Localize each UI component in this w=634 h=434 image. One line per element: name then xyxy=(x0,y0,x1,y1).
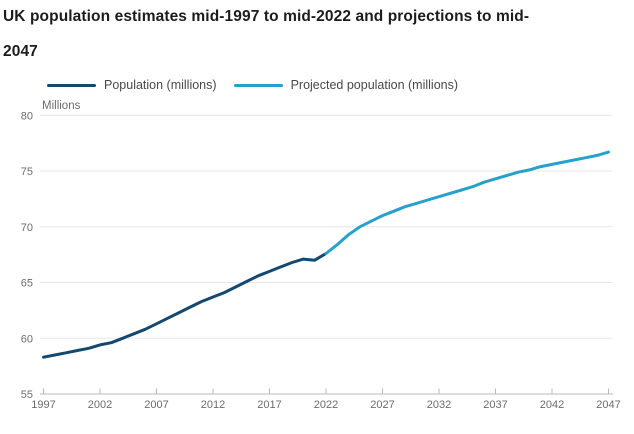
x-axis-tick-label: 2012 xyxy=(201,399,225,411)
y-axis-tick-label: 75 xyxy=(21,166,33,178)
chart-legend: Population (millions) Projected populati… xyxy=(47,77,458,93)
x-axis-tick-label: 2022 xyxy=(314,399,338,411)
x-axis-tick-label: 2027 xyxy=(370,399,394,411)
chart-title-line2: 2047 xyxy=(3,43,38,60)
population-series-line xyxy=(42,252,328,359)
y-axis-tick-label: 60 xyxy=(21,333,33,345)
y-axis-tick-label: 55 xyxy=(21,389,33,401)
projected-series-line xyxy=(324,150,610,255)
x-axis-tick-label: 2007 xyxy=(144,399,168,411)
x-axis-tick-label: 1997 xyxy=(31,399,55,411)
x-axis-tick-label: 2037 xyxy=(483,399,507,411)
x-axis-tick-label: 2042 xyxy=(540,399,564,411)
x-axis-tick-label: 2002 xyxy=(88,399,112,411)
y-axis-tick-label: 65 xyxy=(21,278,33,290)
x-axis-tick-label: 2047 xyxy=(596,399,620,411)
legend-label-projected: Projected population (millions) xyxy=(290,78,459,92)
y-axis-unit-label: Millions xyxy=(42,100,81,112)
legend-label-population: Population (millions) xyxy=(104,78,217,92)
x-axis-tick-label: 2017 xyxy=(257,399,281,411)
legend-item-population: Population (millions) xyxy=(47,78,217,92)
chart-title-line1: UK population estimates mid-1997 to mid-… xyxy=(3,8,530,25)
population-line-swatch xyxy=(47,83,96,87)
y-axis-tick-label: 80 xyxy=(21,110,33,122)
y-axis-tick-label: 70 xyxy=(21,222,33,234)
legend-item-projected: Projected population (millions) xyxy=(233,78,459,92)
projected-line-swatch xyxy=(233,83,283,87)
x-axis-tick-label: 2032 xyxy=(427,399,451,411)
